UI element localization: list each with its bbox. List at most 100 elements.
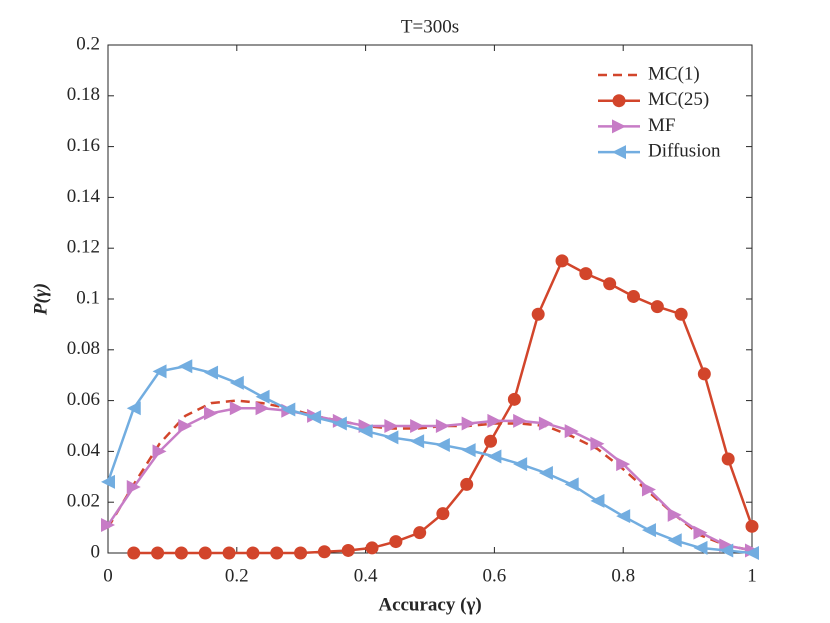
data-point (229, 401, 244, 416)
data-point (603, 277, 617, 291)
legend-marker (612, 94, 626, 108)
data-point (384, 430, 399, 445)
y-tick-label: 0.2 (76, 33, 100, 54)
data-point (538, 465, 553, 480)
data-point (152, 364, 167, 379)
y-tick-label: 0.12 (67, 237, 100, 258)
y-tick-label: 0.02 (67, 491, 100, 512)
data-point (590, 436, 605, 451)
data-point (513, 413, 528, 428)
legend-label: MC(25) (648, 89, 709, 110)
data-point (294, 546, 308, 560)
data-point (332, 416, 347, 431)
data-point (222, 546, 236, 560)
data-point (384, 419, 399, 433)
data-point (204, 406, 219, 421)
legend-marker (612, 119, 626, 134)
data-point (590, 493, 605, 508)
data-point (435, 438, 450, 453)
data-point (487, 413, 502, 428)
data-point (178, 359, 193, 374)
data-point (531, 307, 545, 321)
data-point (126, 401, 141, 416)
data-point (413, 526, 427, 540)
data-point (627, 289, 641, 303)
data-point (721, 452, 735, 466)
data-point (410, 419, 425, 433)
data-point (513, 457, 528, 472)
data-point (389, 535, 403, 549)
x-tick-label: 0.8 (611, 565, 635, 586)
data-point (745, 519, 759, 533)
y-tick-label: 0.18 (67, 84, 100, 105)
x-tick-label: 1 (747, 565, 757, 586)
x-tick-label: 0.6 (483, 565, 507, 586)
y-tick-label: 0 (91, 541, 101, 562)
y-tick-label: 0.1 (76, 287, 100, 308)
data-point (307, 410, 322, 425)
data-point (127, 546, 141, 560)
legend-marker (612, 145, 626, 160)
data-point (487, 449, 502, 464)
data-point (719, 543, 734, 558)
data-point (693, 525, 708, 540)
y-axis-label: P(γ) (30, 283, 51, 316)
data-point (697, 367, 711, 381)
data-point (667, 533, 682, 548)
data-point (229, 375, 244, 390)
data-point (538, 416, 553, 431)
x-tick-label: 0.4 (354, 565, 378, 586)
data-point (674, 307, 688, 321)
data-point (281, 402, 296, 417)
data-point (616, 457, 631, 472)
data-point (152, 444, 167, 459)
data-point (101, 518, 115, 533)
data-point (198, 546, 212, 560)
data-point (507, 392, 521, 406)
data-point (151, 546, 165, 560)
data-point (436, 507, 450, 521)
data-point (174, 546, 188, 560)
data-point (693, 540, 708, 555)
data-point (564, 477, 579, 492)
data-point (178, 419, 193, 433)
data-point (126, 479, 141, 494)
x-tick-label: 0 (103, 565, 113, 586)
data-point (410, 434, 425, 449)
data-point (461, 443, 476, 458)
legend-label: MF (648, 115, 675, 136)
y-tick-label: 0.16 (67, 135, 100, 156)
data-point (358, 424, 373, 439)
data-point (435, 419, 450, 433)
plot-frame (107, 44, 753, 554)
data-point (745, 546, 759, 560)
legend-label: MC(1) (648, 63, 700, 84)
data-point (460, 477, 474, 491)
data-point (101, 474, 115, 489)
x-axis-label: Accuracy (γ) (378, 594, 481, 615)
data-point (641, 482, 656, 497)
data-point (246, 546, 260, 560)
y-tick-label: 0.04 (67, 440, 101, 461)
y-tick-label: 0.14 (67, 186, 101, 207)
data-point (650, 300, 664, 314)
data-point (341, 543, 355, 557)
data-point (204, 365, 219, 380)
data-point (255, 389, 270, 404)
data-point (667, 507, 682, 522)
data-point (579, 267, 593, 281)
chart-title: T=300s (401, 16, 459, 37)
y-tick-label: 0.06 (67, 389, 100, 410)
data-point (365, 541, 379, 555)
x-tick-label: 0.2 (225, 565, 249, 586)
data-point (461, 416, 476, 431)
data-point (616, 509, 631, 524)
data-point (255, 401, 270, 416)
data-point (317, 545, 331, 559)
data-point (484, 434, 498, 448)
data-point (555, 254, 569, 268)
data-point (564, 424, 579, 439)
y-tick-label: 0.08 (67, 338, 100, 359)
data-point (270, 546, 284, 560)
